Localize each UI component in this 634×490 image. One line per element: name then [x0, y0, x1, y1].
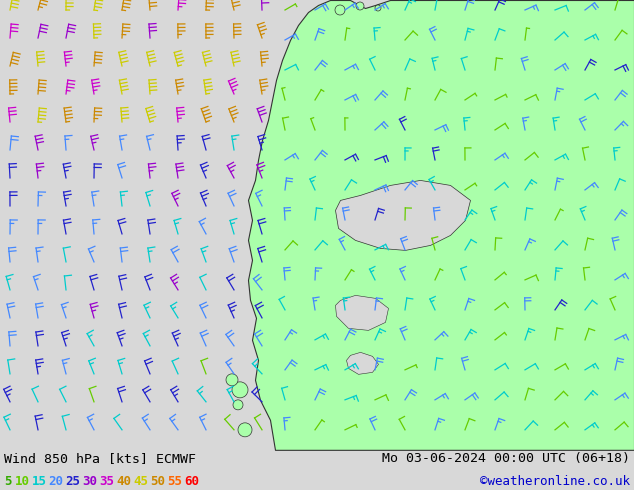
Circle shape	[375, 5, 381, 11]
Text: 20: 20	[48, 475, 63, 488]
Text: 15: 15	[32, 475, 46, 488]
Circle shape	[238, 423, 252, 437]
Text: 40: 40	[117, 475, 131, 488]
Circle shape	[232, 382, 248, 398]
Text: 5: 5	[4, 475, 11, 488]
Text: 30: 30	[82, 475, 98, 488]
Circle shape	[335, 5, 345, 15]
Circle shape	[233, 400, 243, 410]
Text: ©weatheronline.co.uk: ©weatheronline.co.uk	[480, 475, 630, 488]
Text: 50: 50	[150, 475, 165, 488]
Text: 60: 60	[184, 475, 200, 488]
Text: 45: 45	[134, 475, 148, 488]
Text: 35: 35	[100, 475, 115, 488]
Text: Wind 850 hPa [kts] ECMWF: Wind 850 hPa [kts] ECMWF	[4, 452, 196, 465]
Text: 55: 55	[167, 475, 183, 488]
Text: 25: 25	[65, 475, 81, 488]
Circle shape	[226, 374, 238, 386]
Circle shape	[356, 2, 364, 10]
Text: 10: 10	[15, 475, 30, 488]
Text: Mo 03-06-2024 00:00 UTC (06+18): Mo 03-06-2024 00:00 UTC (06+18)	[382, 452, 630, 465]
